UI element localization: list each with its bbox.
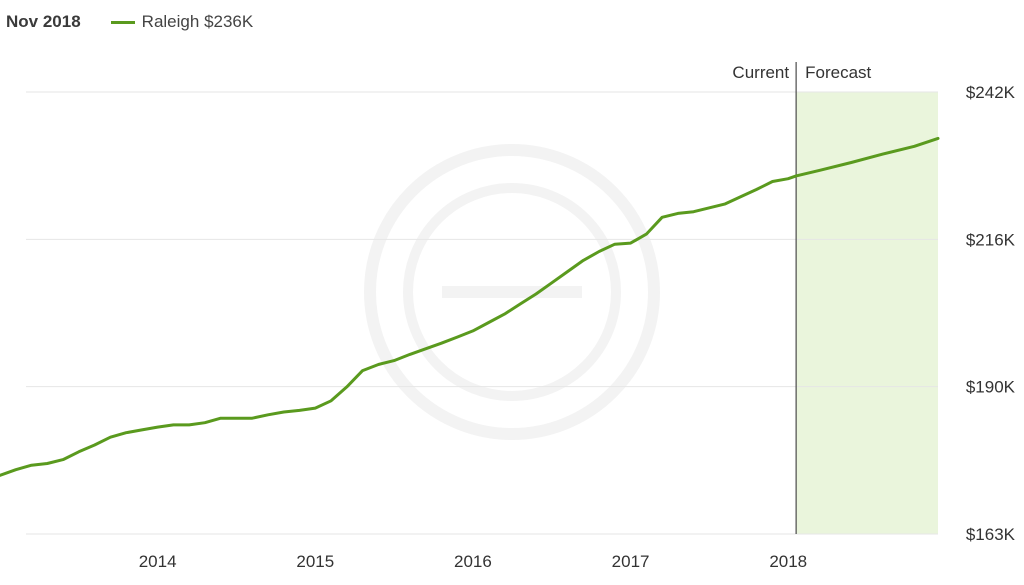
series-group: [0, 136, 940, 477]
y-tick-label: $163K: [966, 525, 1016, 544]
forecast-band: [796, 92, 938, 534]
date-label: Nov 2018: [6, 12, 81, 31]
watermark-inner-ring: [403, 183, 621, 401]
watermark-logo: [364, 144, 660, 440]
x-tick-label: 2018: [769, 552, 807, 571]
series-line-raleigh: [0, 136, 940, 477]
chart-header: Nov 2018 Raleigh $236K: [6, 12, 253, 32]
y-tick-label: $190K: [966, 378, 1016, 397]
forecast-label: Forecast: [805, 63, 871, 82]
gridlines: [26, 91, 938, 535]
y-tick-label: $216K: [966, 230, 1016, 249]
legend-entry: Raleigh $236K: [142, 12, 254, 32]
legend-series-name: Raleigh: [141, 12, 200, 31]
watermark-outer-ring: [364, 144, 660, 440]
legend-swatch: [110, 20, 135, 24]
x-tick-label: 2017: [612, 552, 650, 571]
x-tick-label: 2016: [454, 552, 492, 571]
y-tick-label: $242K: [966, 83, 1016, 102]
legend-series-value: $236K: [204, 12, 254, 31]
x-tick-label: 2015: [296, 552, 334, 571]
legend: Raleigh $236K: [110, 12, 254, 32]
x-tick-label: 2014: [139, 552, 177, 571]
x-axis-ticks: 2014 2015 2016 2017 2018: [139, 552, 807, 571]
y-axis-ticks: $242K $216K $190K $163K: [966, 83, 1016, 544]
current-label: Current: [732, 63, 789, 82]
